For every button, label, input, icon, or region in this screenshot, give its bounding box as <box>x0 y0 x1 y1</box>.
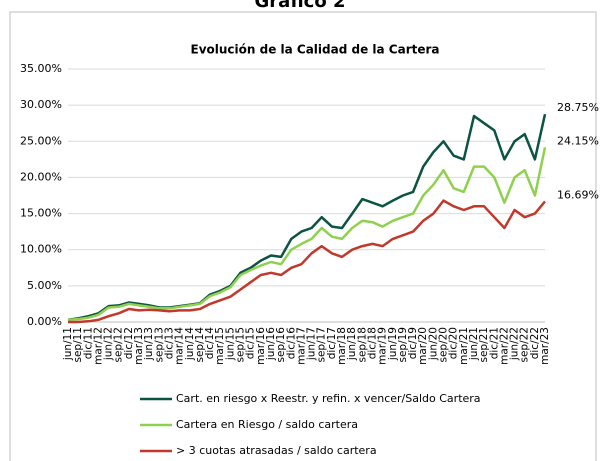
x-tick-label: mar/22 <box>498 327 510 365</box>
x-tick-label: mar/21 <box>458 327 470 365</box>
x-tick-label: dic/15 <box>245 327 257 359</box>
chart-title: Evolución de la Calidad de la Cartera <box>191 43 440 57</box>
x-tick-label: sep/13 <box>153 327 165 363</box>
x-tick-label: jun/20 <box>427 327 439 361</box>
x-tick-label: sep/19 <box>397 327 409 363</box>
x-tick-label: mar/12 <box>92 327 104 365</box>
x-tick-label: jun/18 <box>346 327 358 361</box>
chart-frame <box>9 11 597 461</box>
x-tick-label: sep/15 <box>235 327 247 363</box>
x-tick-label: mar/19 <box>377 327 389 365</box>
x-tick-label: mar/16 <box>255 327 267 365</box>
x-tick-label: sep/17 <box>316 327 328 363</box>
x-tick-label: dic/11 <box>82 327 94 359</box>
heading: Gráfico 2 <box>255 0 346 12</box>
x-tick-label: jun/19 <box>387 327 399 361</box>
x-tick-label: jun/22 <box>509 327 521 361</box>
series-line <box>67 147 547 322</box>
x-tick-label: jun/11 <box>62 327 74 361</box>
x-tick-label: dic/18 <box>366 327 378 359</box>
x-tick-label: dic/14 <box>204 327 216 360</box>
x-tick-label: dic/13 <box>163 327 175 359</box>
x-tick-label: sep/22 <box>519 327 531 363</box>
x-tick-label: dic/17 <box>326 327 338 359</box>
x-tick-label: jun/14 <box>184 327 196 361</box>
legend-label: Cartera en Riesgo / saldo cartera <box>176 418 358 431</box>
x-tick-label: jun/13 <box>143 327 155 361</box>
x-tick-label: sep/11 <box>72 327 84 363</box>
x-tick-label: mar/20 <box>417 327 429 365</box>
y-tick-label: 35.00% <box>20 62 62 75</box>
y-tick-label: 0.00% <box>27 315 62 328</box>
x-tick-label: sep/18 <box>356 327 368 363</box>
x-tick-label: mar/17 <box>295 327 307 365</box>
x-tick-label: jun/15 <box>224 327 236 361</box>
x-tick-label: jun/12 <box>103 327 115 361</box>
x-tick-label: dic/16 <box>285 327 297 360</box>
x-tick-label: jun/16 <box>265 327 277 361</box>
x-tick-label: mar/18 <box>336 327 348 365</box>
x-tick-label: dic/20 <box>448 327 460 359</box>
end-label: 24.15% <box>557 134 599 147</box>
x-tick-label: dic/22 <box>529 327 541 359</box>
x-tick-label: mar/15 <box>214 327 226 365</box>
x-tick-label: sep/14 <box>194 327 206 363</box>
x-tick-label: dic/21 <box>488 327 500 359</box>
x-tick-label: sep/12 <box>113 327 125 363</box>
series-line <box>67 113 547 322</box>
end-label: 28.75% <box>557 101 599 114</box>
x-tick-label: dic/12 <box>123 327 135 359</box>
legend-label: > 3 cuotas atrasadas / saldo cartera <box>176 444 377 457</box>
series-line <box>68 199 546 324</box>
y-tick-label: 20.00% <box>20 170 62 183</box>
end-label: 16.69% <box>557 188 599 201</box>
x-tick-label: dic/19 <box>407 327 419 359</box>
x-tick-label: mar/14 <box>174 327 186 365</box>
y-tick-label: 30.00% <box>20 98 62 111</box>
x-tick-label: jun/17 <box>306 327 318 361</box>
y-tick-label: 10.00% <box>20 243 62 256</box>
x-tick-label: sep/21 <box>478 327 490 363</box>
y-tick-label: 25.00% <box>20 134 62 147</box>
legend-label: Cart. en riesgo x Reestr. y refin. x ven… <box>176 392 481 405</box>
x-tick-label: mar/23 <box>539 327 551 365</box>
x-tick-label: sep/16 <box>275 327 287 363</box>
x-tick-label: sep/20 <box>438 327 450 363</box>
x-tick-label: jun/21 <box>468 327 480 361</box>
y-tick-label: 5.00% <box>27 279 62 292</box>
x-tick-label: mar/13 <box>133 327 145 365</box>
y-tick-label: 15.00% <box>20 207 62 220</box>
